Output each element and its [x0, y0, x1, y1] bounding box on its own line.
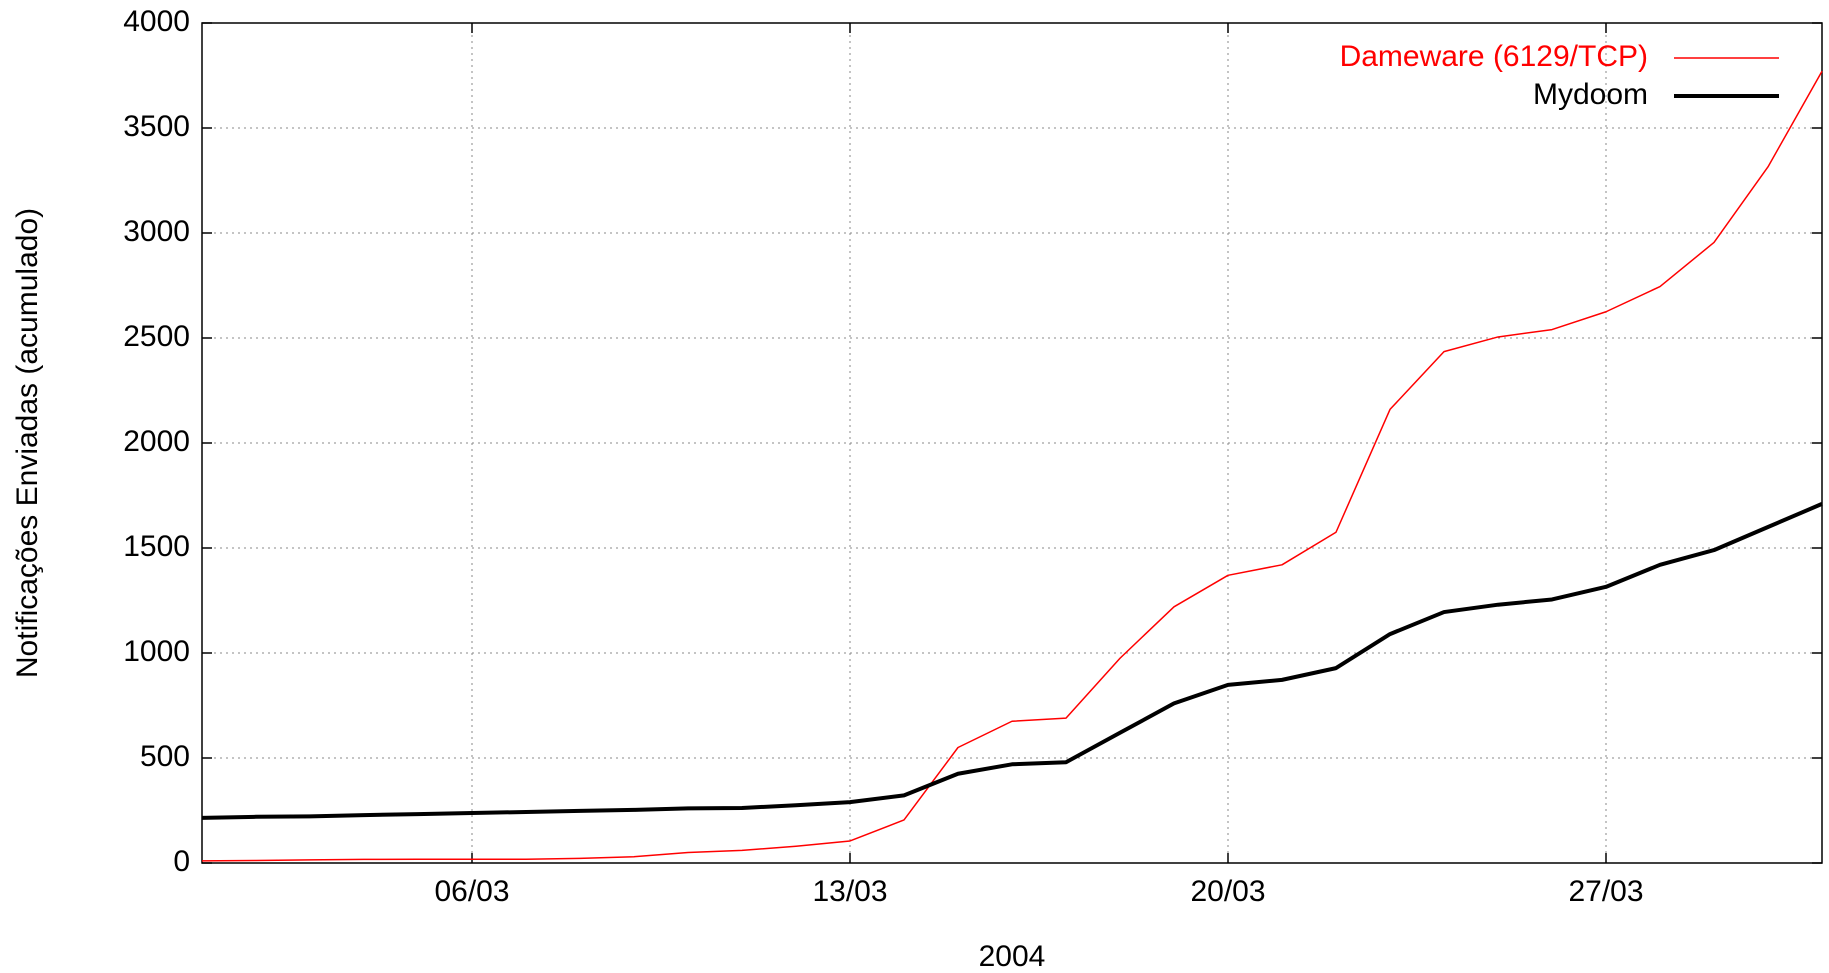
- series-line: [201, 502, 1823, 820]
- x-tick-label: 13/03: [812, 875, 887, 908]
- y-axis-label: Notificações Enviadas (acumulado): [11, 208, 44, 678]
- y-tick-label: 2000: [123, 425, 190, 458]
- x-axis-label: 2004: [979, 940, 1046, 973]
- y-tick-label: 1500: [123, 530, 190, 563]
- legend-label: Dameware (6129/TCP): [1340, 40, 1648, 73]
- y-tick-label: 3000: [123, 215, 190, 248]
- y-tick-label: 500: [140, 740, 190, 773]
- y-tick-label: 4000: [123, 5, 190, 38]
- y-tick-label: 3500: [123, 110, 190, 143]
- y-tick-label: 1000: [123, 635, 190, 668]
- plot-frame: [201, 22, 1823, 864]
- x-tick-label: 06/03: [434, 875, 509, 908]
- series-line: [201, 70, 1823, 862]
- x-tick-label: 27/03: [1568, 875, 1643, 908]
- x-tick-label: 20/03: [1190, 875, 1265, 908]
- legend-label: Mydoom: [1533, 78, 1648, 111]
- y-tick-label: 0: [173, 845, 190, 878]
- y-tick-label: 2500: [123, 320, 190, 353]
